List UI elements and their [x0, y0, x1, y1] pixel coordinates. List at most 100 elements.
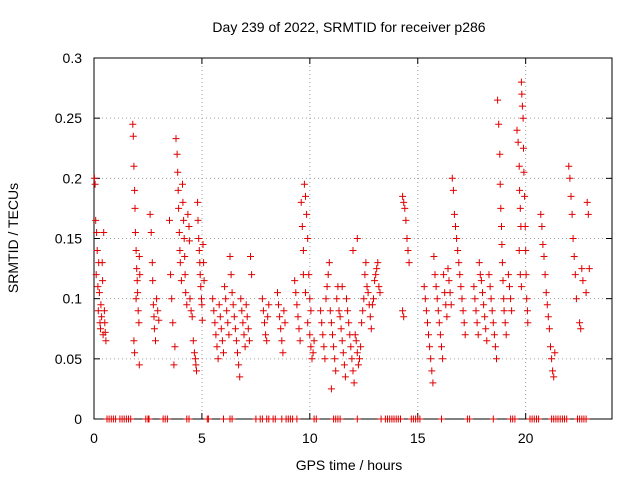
data-point — [513, 126, 521, 134]
data-point — [500, 307, 508, 315]
data-point — [466, 415, 474, 423]
data-point — [491, 343, 499, 351]
data-point — [173, 150, 181, 158]
data-point — [299, 247, 307, 254]
data-point — [351, 331, 359, 339]
data-point — [185, 415, 193, 423]
data-point — [343, 295, 350, 303]
data-point — [338, 283, 346, 291]
data-point — [403, 235, 411, 242]
data-point — [439, 355, 447, 363]
data-point — [332, 367, 340, 375]
data-point — [454, 247, 462, 254]
data-point — [430, 253, 438, 260]
data-point — [99, 277, 107, 285]
data-point — [353, 415, 361, 423]
data-point — [353, 235, 361, 242]
data-point — [496, 180, 504, 188]
data-point — [352, 337, 360, 345]
data-point — [320, 343, 328, 351]
data-point — [472, 307, 480, 315]
data-point — [344, 307, 352, 315]
data-point — [520, 144, 527, 152]
data-point — [200, 259, 208, 267]
data-point — [98, 259, 106, 267]
data-point — [570, 253, 578, 260]
data-point — [304, 235, 312, 242]
data-point — [479, 289, 486, 297]
data-point — [230, 313, 238, 321]
data-point — [399, 307, 407, 315]
data-point — [336, 415, 344, 423]
data-point — [263, 337, 271, 345]
data-point — [447, 301, 455, 309]
data-point — [131, 349, 139, 357]
data-point — [515, 247, 523, 254]
data-point — [167, 271, 175, 279]
data-point — [519, 114, 527, 122]
data-point — [542, 289, 550, 297]
data-point — [169, 319, 177, 327]
data-point — [336, 313, 344, 321]
data-point — [279, 349, 287, 357]
data-point — [452, 223, 459, 230]
data-point — [182, 289, 190, 297]
data-point — [135, 319, 143, 327]
data-point — [578, 265, 586, 273]
data-point — [198, 316, 206, 324]
data-point — [277, 325, 285, 333]
data-point — [340, 361, 348, 369]
data-point — [545, 325, 553, 333]
data-point — [218, 337, 226, 345]
data-point — [347, 343, 355, 351]
data-point — [483, 337, 491, 345]
data-point — [522, 247, 530, 254]
data-point — [504, 271, 512, 279]
data-point — [489, 319, 497, 327]
data-point — [275, 301, 282, 309]
chart-title: Day 239 of 2022, SRMTID for receiver p28… — [212, 19, 485, 35]
x-tick-label: 5 — [198, 430, 206, 446]
data-point — [498, 259, 506, 267]
data-point — [95, 289, 103, 297]
data-point — [175, 229, 183, 236]
data-point — [404, 247, 412, 254]
data-point — [487, 295, 495, 303]
data-point — [520, 168, 528, 176]
x-tick-label: 20 — [518, 430, 534, 446]
data-point — [400, 198, 408, 206]
data-point — [221, 283, 229, 291]
data-point — [209, 295, 217, 303]
data-point — [422, 307, 430, 315]
data-point — [399, 192, 407, 200]
data-point — [490, 331, 498, 339]
data-point — [308, 355, 316, 363]
data-point — [132, 247, 140, 254]
data-point — [261, 319, 268, 327]
data-point — [248, 271, 256, 279]
data-point — [181, 271, 189, 279]
data-point — [180, 216, 188, 224]
data-point — [331, 355, 339, 363]
data-point — [431, 271, 439, 279]
data-point — [197, 283, 205, 291]
data-point — [459, 307, 467, 315]
data-point — [539, 241, 547, 248]
data-point — [376, 289, 384, 297]
data-point — [177, 277, 185, 285]
data-point — [329, 331, 336, 339]
data-point — [154, 307, 162, 315]
data-point — [550, 373, 558, 381]
data-point — [424, 319, 431, 327]
data-point — [547, 343, 554, 351]
data-point — [489, 415, 497, 423]
data-point — [174, 186, 182, 194]
data-point — [180, 235, 188, 242]
data-point — [521, 192, 529, 200]
data-point — [129, 132, 137, 140]
data-point — [576, 319, 584, 327]
data-point — [541, 271, 549, 279]
data-point — [568, 210, 576, 218]
data-point — [493, 355, 500, 363]
data-point — [475, 259, 483, 267]
